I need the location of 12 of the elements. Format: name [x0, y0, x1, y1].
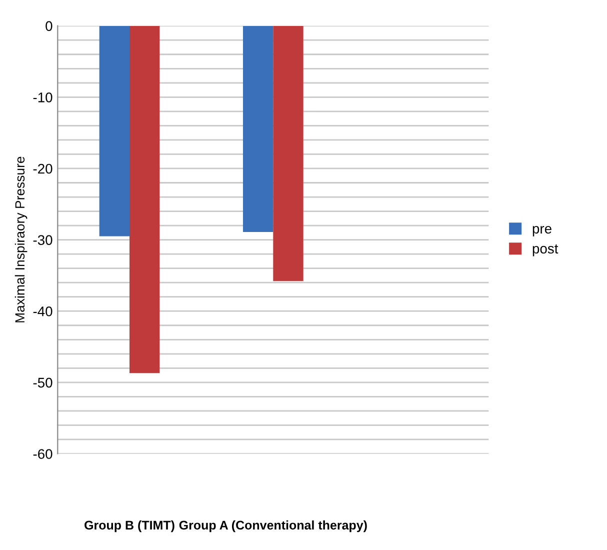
- y-axis-title: Maximal Inspiraory Pressure: [14, 156, 28, 322]
- legend-label: pre: [532, 226, 552, 236]
- legend-label: post: [532, 244, 558, 256]
- y-tick-label: -20: [33, 164, 52, 174]
- x-tick-label: Group A (Conventional therapy): [179, 520, 367, 532]
- y-tick-label: -30: [33, 235, 52, 245]
- y-tick-label: -40: [33, 306, 52, 316]
- y-tick-label: -60: [33, 449, 52, 459]
- y-tick-label: 0: [46, 21, 52, 32]
- y-tick-label: -10: [33, 92, 52, 102]
- y-tick-label: -50: [33, 378, 52, 388]
- x-tick-label: Group B (TIMT): [84, 520, 174, 532]
